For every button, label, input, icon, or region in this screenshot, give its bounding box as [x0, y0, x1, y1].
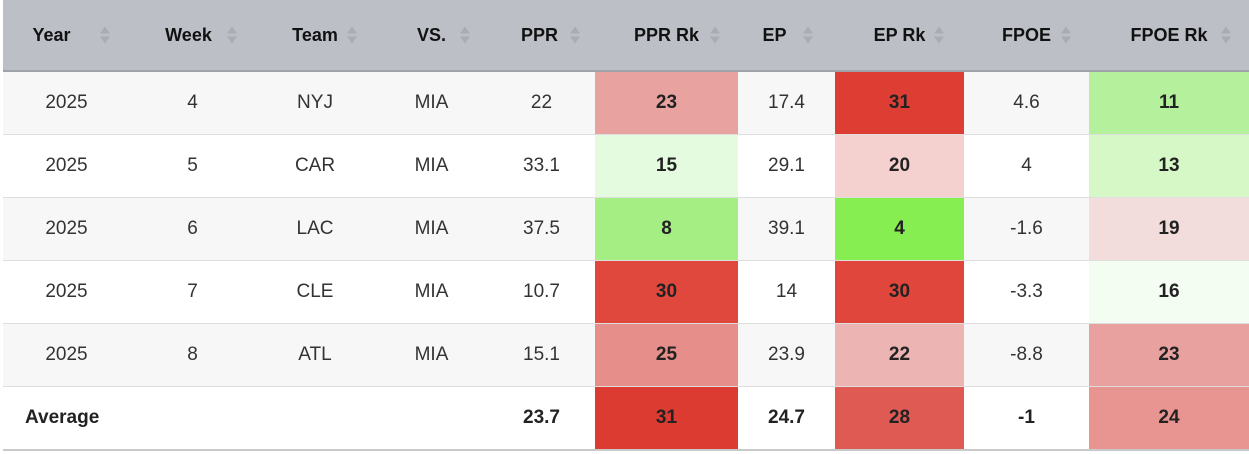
sort-icon[interactable] [347, 26, 357, 44]
avg-fpoe: -1 [964, 386, 1089, 451]
cell-ppr: 15.1 [488, 323, 595, 387]
sort-icon[interactable] [803, 26, 813, 44]
cell-ppr-rk: 15 [595, 134, 738, 198]
avg-ep-rk: 28 [835, 386, 964, 451]
col-header-vs[interactable]: VS. [375, 0, 488, 72]
cell-team: LAC [255, 197, 375, 261]
cell-vs: MIA [375, 71, 488, 135]
cell-ep-rk: 4 [835, 197, 964, 261]
table-row: 2025 6 LAC MIA 37.5 8 39.1 4 -1.6 19 [3, 197, 1249, 261]
avg-ep: 24.7 [738, 386, 835, 451]
cell-ep: 29.1 [738, 134, 835, 198]
cell-ep: 17.4 [738, 71, 835, 135]
col-header-year[interactable]: Year [3, 0, 130, 72]
cell-vs: MIA [375, 197, 488, 261]
average-label: Average [3, 386, 488, 451]
cell-week: 4 [130, 71, 255, 135]
col-header-ep[interactable]: EP [738, 0, 835, 72]
cell-ppr: 37.5 [488, 197, 595, 261]
cell-year: 2025 [3, 134, 130, 198]
cell-fpoe: 4 [964, 134, 1089, 198]
cell-fpoe: -1.6 [964, 197, 1089, 261]
cell-ppr-rk: 30 [595, 260, 738, 324]
sort-icon[interactable] [460, 26, 470, 44]
cell-ppr-rk: 8 [595, 197, 738, 261]
col-header-week[interactable]: Week [130, 0, 255, 72]
table-row: 2025 4 NYJ MIA 22 23 17.4 31 4.6 11 [3, 71, 1249, 135]
cell-year: 2025 [3, 260, 130, 324]
cell-vs: MIA [375, 134, 488, 198]
sort-icon[interactable] [227, 26, 237, 44]
cell-ep: 14 [738, 260, 835, 324]
cell-week: 6 [130, 197, 255, 261]
sort-icon[interactable] [1221, 26, 1231, 44]
cell-ppr-rk: 25 [595, 323, 738, 387]
cell-fpoe: -8.8 [964, 323, 1089, 387]
cell-ep-rk: 30 [835, 260, 964, 324]
sort-icon[interactable] [570, 26, 580, 44]
col-header-ep-rk[interactable]: EP Rk [835, 0, 964, 72]
cell-ep-rk: 20 [835, 134, 964, 198]
cell-fpoe-rk: 11 [1089, 71, 1249, 135]
cell-ppr: 33.1 [488, 134, 595, 198]
cell-fpoe-rk: 19 [1089, 197, 1249, 261]
cell-fpoe-rk: 23 [1089, 323, 1249, 387]
col-header-ppr[interactable]: PPR [488, 0, 595, 72]
average-row: Average 23.7 31 24.7 28 -1 24 [3, 386, 1249, 451]
col-header-ppr-rk[interactable]: PPR Rk [595, 0, 738, 72]
cell-ep-rk: 22 [835, 323, 964, 387]
cell-fpoe-rk: 16 [1089, 260, 1249, 324]
avg-ppr: 23.7 [488, 386, 595, 451]
cell-ep-rk: 31 [835, 71, 964, 135]
cell-year: 2025 [3, 197, 130, 261]
table-row: 2025 8 ATL MIA 15.1 25 23.9 22 -8.8 23 [3, 323, 1249, 387]
table-row: 2025 5 CAR MIA 33.1 15 29.1 20 4 13 [3, 134, 1249, 198]
cell-team: CAR [255, 134, 375, 198]
cell-team: CLE [255, 260, 375, 324]
sort-icon[interactable] [100, 26, 110, 44]
cell-week: 7 [130, 260, 255, 324]
cell-ppr: 10.7 [488, 260, 595, 324]
col-header-fpoe-rk[interactable]: FPOE Rk [1089, 0, 1249, 72]
cell-ep: 23.9 [738, 323, 835, 387]
avg-fpoe-rk: 24 [1089, 386, 1249, 451]
avg-ppr-rk: 31 [595, 386, 738, 451]
col-header-fpoe[interactable]: FPOE [964, 0, 1089, 72]
cell-team: ATL [255, 323, 375, 387]
cell-fpoe-rk: 13 [1089, 134, 1249, 198]
cell-vs: MIA [375, 323, 488, 387]
stats-table: Year Week Team VS. PPR PPR Rk EP EP Rk F… [3, 0, 1249, 451]
cell-vs: MIA [375, 260, 488, 324]
col-header-team[interactable]: Team [255, 0, 375, 72]
cell-week: 5 [130, 134, 255, 198]
table-row: 2025 7 CLE MIA 10.7 30 14 30 -3.3 16 [3, 260, 1249, 324]
cell-year: 2025 [3, 323, 130, 387]
sort-icon[interactable] [1061, 26, 1071, 44]
cell-ppr-rk: 23 [595, 71, 738, 135]
cell-team: NYJ [255, 71, 375, 135]
cell-fpoe: -3.3 [964, 260, 1089, 324]
cell-year: 2025 [3, 71, 130, 135]
cell-ppr: 22 [488, 71, 595, 135]
sort-icon[interactable] [710, 26, 720, 44]
cell-week: 8 [130, 323, 255, 387]
header-row: Year Week Team VS. PPR PPR Rk EP EP Rk F… [3, 0, 1249, 72]
cell-ep: 39.1 [738, 197, 835, 261]
sort-icon[interactable] [934, 26, 944, 44]
cell-fpoe: 4.6 [964, 71, 1089, 135]
